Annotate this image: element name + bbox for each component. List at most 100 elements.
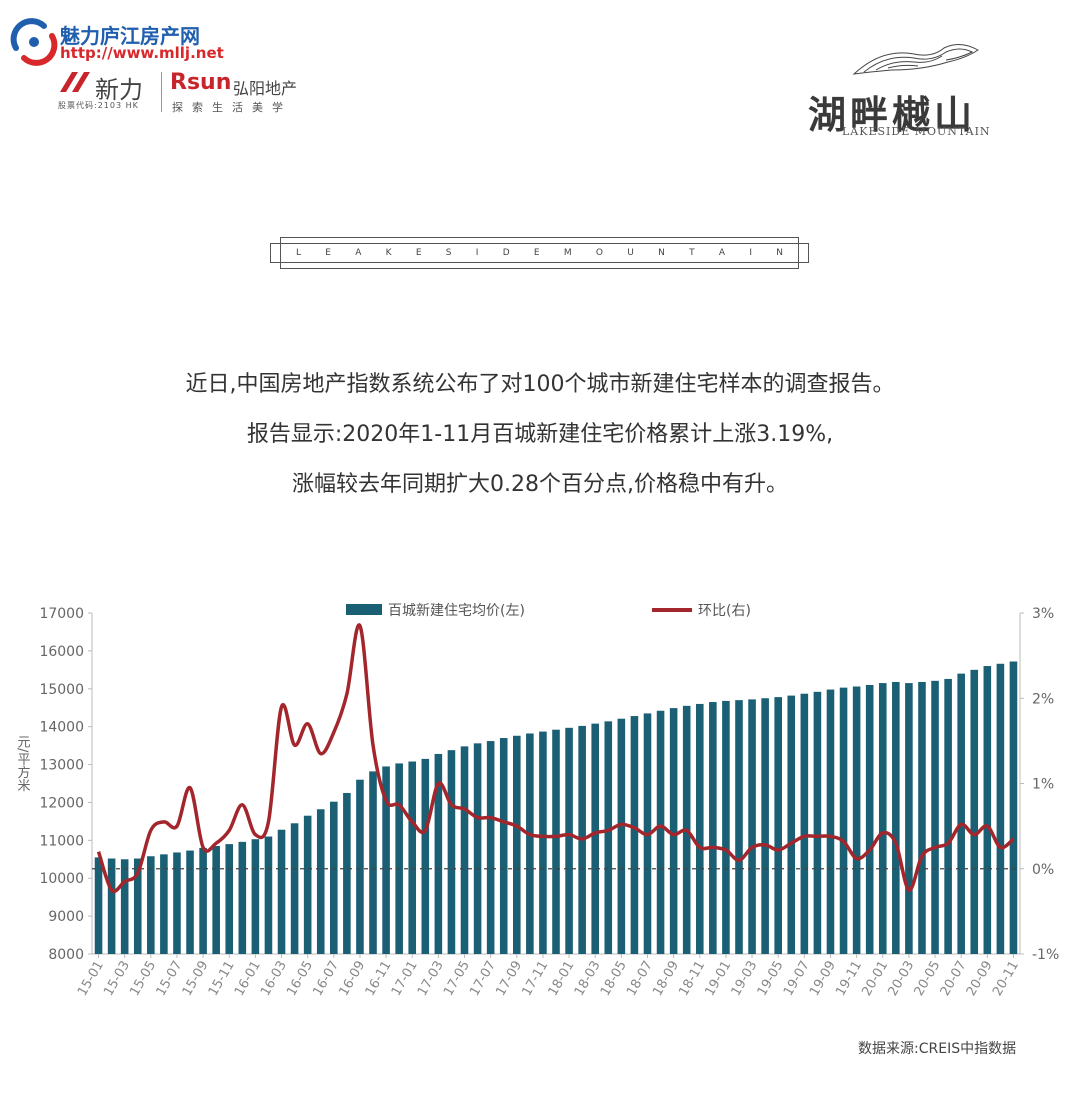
price-bar [369, 771, 377, 954]
price-bar [486, 741, 495, 954]
y2-tick-label: 2% [1032, 691, 1054, 707]
price-bar [408, 761, 417, 954]
banner-letter: I [749, 248, 752, 258]
rsun-chinese-name: 弘阳地产 [233, 79, 298, 98]
price-bar [277, 829, 286, 954]
y-tick-label: 12000 [39, 795, 84, 811]
price-bar [892, 681, 900, 954]
banner-letter: A [355, 248, 362, 258]
price-bar [800, 693, 809, 954]
price-bar [695, 703, 704, 954]
price-bar [316, 809, 325, 954]
price-bar [94, 857, 103, 954]
price-bar [499, 738, 508, 954]
banner-letter: N [776, 248, 783, 258]
y-tick-label: 15000 [39, 682, 84, 698]
price-bar [382, 766, 390, 954]
price-bar [473, 743, 482, 954]
y-tick-label: 14000 [39, 720, 84, 736]
price-bar [107, 858, 116, 954]
banner-frame-inner [280, 237, 799, 269]
price-bar [225, 844, 234, 954]
price-bar [787, 695, 796, 954]
price-bar [865, 684, 874, 954]
price-bar [526, 733, 534, 954]
banner-letter: E [533, 248, 540, 258]
price-bar [356, 779, 364, 954]
price-bar [290, 823, 299, 954]
price-bar [983, 666, 992, 954]
price-bar [591, 723, 600, 954]
y-tick-label: 9000 [48, 909, 84, 925]
banner-letter: K [385, 248, 392, 258]
banner-letter: E [325, 248, 331, 258]
banner-letter: O [595, 248, 603, 258]
price-bar [735, 700, 743, 954]
price-bar [878, 683, 887, 954]
price-bar [931, 680, 939, 954]
price-bar [460, 746, 469, 954]
banner-letter: L [296, 248, 302, 258]
price-bar [512, 735, 521, 954]
price-bar [251, 839, 260, 954]
price-bar [133, 858, 142, 954]
banner-frame-outer [270, 243, 809, 263]
price-bar [774, 697, 782, 954]
y2-tick-label: 3% [1032, 606, 1054, 622]
brand-url[interactable]: http://www.mllj.net [60, 44, 224, 62]
y-axis-label: 元/平方米 [15, 735, 31, 792]
source-note: 数据来源:CREIS中指数据 [858, 1041, 1017, 1057]
price-bar [173, 852, 181, 954]
y-tick-label: 13000 [39, 758, 84, 774]
price-bar [826, 689, 835, 954]
price-bar [199, 847, 207, 954]
price-bar [264, 836, 273, 954]
legend-bar-label: 百城新建住宅均价(左) [388, 603, 525, 619]
y-tick-label: 8000 [48, 947, 84, 963]
price-bar [669, 708, 678, 954]
price-bar [343, 792, 351, 954]
price-bar [918, 681, 926, 954]
xinli-name: 新力 [95, 76, 143, 104]
price-bar [617, 718, 626, 954]
price-bar [944, 678, 952, 954]
price-chart: 8000 9000 10000 11000 12000 13000 14000 15000 16… [15, 603, 1060, 999]
price-bar [761, 698, 769, 954]
price-bar [905, 683, 913, 954]
price-bar [303, 815, 312, 954]
header-divider [161, 72, 162, 112]
mom-change-line [96, 623, 1015, 893]
banner-letter: M [563, 248, 572, 258]
banner-letter: U [627, 248, 634, 258]
xinli-logo-icon [60, 72, 90, 92]
mountain-emblem-icon [852, 44, 979, 75]
intro-line: 涨幅较去年同期扩大0.28个百分点,价格稳中有升。 [292, 472, 788, 497]
brand-name: 魅力庐江房产网 [60, 24, 200, 48]
banner-letter: S [445, 248, 452, 258]
price-bar [996, 663, 1005, 954]
xinli-stock-code: 股票代码:2103 HK [58, 101, 139, 110]
price-bar [1009, 661, 1018, 954]
price-bar [552, 729, 560, 954]
price-bar [722, 700, 730, 954]
project-name: 湖畔樾山 [808, 92, 977, 137]
legend-bar-swatch [346, 604, 382, 615]
price-bar [957, 673, 965, 954]
price-bar [630, 716, 639, 954]
price-bar [186, 850, 194, 954]
project-english-name: LAKESIDE MOUNTAIN [842, 125, 991, 138]
price-bar [147, 856, 155, 954]
y-tick-label: 17000 [39, 606, 84, 622]
y-tick-label: 16000 [39, 644, 84, 660]
y-tick-label: 11000 [39, 833, 84, 849]
price-bar [421, 758, 430, 954]
banner-letter: N [658, 248, 665, 258]
intro-line: 报告显示:2020年1-11月百城新建住宅价格累计上涨3.19%, [246, 422, 834, 447]
price-bar [604, 721, 613, 954]
price-bar [813, 691, 822, 954]
price-bar [748, 699, 756, 954]
price-bar [160, 854, 168, 954]
y2-tick-label: 0% [1032, 862, 1054, 878]
price-bar [839, 687, 848, 954]
